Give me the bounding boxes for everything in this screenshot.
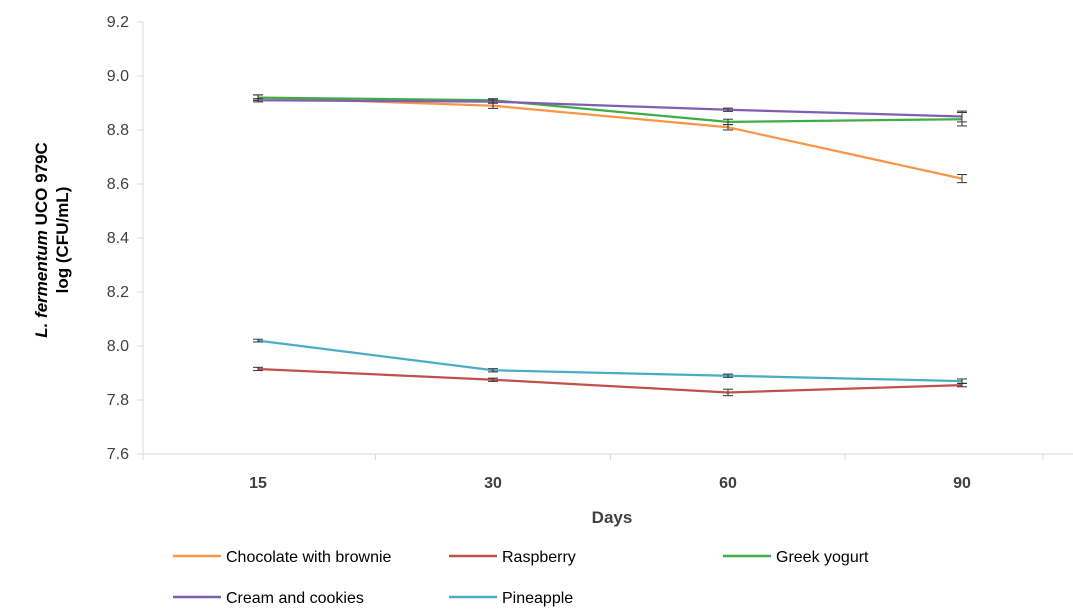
y-axis-title-line2: log (CFU/mL) (53, 187, 72, 294)
series-line (257, 367, 963, 394)
y-tick-label: 8.6 (107, 176, 129, 193)
series-line (257, 96, 963, 180)
x-axis: 15 30 60 90 (142, 453, 1073, 492)
series-layer (253, 94, 967, 397)
y-axis-title-line1: L. fermentum UCO 979C (32, 142, 51, 338)
x-tick-label: 90 (953, 475, 971, 492)
series-chocolate-with-brownie (253, 94, 967, 184)
series-cream-and-cookies (253, 98, 967, 123)
series-pineapple (253, 338, 967, 384)
y-tick-label: 8.0 (107, 338, 129, 355)
legend-item: Raspberry (449, 549, 576, 566)
series-line (257, 99, 963, 118)
y-tick-label: 8.8 (107, 122, 129, 139)
legend-item: Cream and cookies (173, 590, 364, 607)
x-tick-label: 30 (484, 475, 502, 492)
legend-label: Pineapple (502, 590, 573, 607)
y-tick-label: 9.2 (107, 14, 129, 31)
y-tick-label: 8.2 (107, 284, 129, 301)
y-axis-title-rest: UCO 979C (32, 142, 51, 230)
legend-item: Greek yogurt (723, 549, 869, 566)
legend-label: Greek yogurt (776, 549, 869, 566)
y-tick-label: 8.4 (107, 230, 129, 247)
series-greek-yogurt (253, 94, 967, 127)
x-tick-label: 15 (249, 475, 267, 492)
legend: Chocolate with brownie Raspberry Greek yog… (173, 549, 869, 607)
series-line (257, 96, 963, 124)
legend-item: Chocolate with brownie (173, 549, 392, 566)
x-axis-title: Days (592, 508, 633, 527)
legend-label: Chocolate with brownie (226, 549, 392, 566)
y-tick-label: 7.8 (107, 392, 129, 409)
y-tick-label: 9.0 (107, 68, 129, 85)
legend-label: Cream and cookies (226, 590, 364, 607)
x-tick-label: 60 (719, 475, 737, 492)
legend-label: Raspberry (502, 549, 576, 566)
y-axis-title-italic: L. fermentum (32, 230, 51, 338)
series-raspberry (253, 366, 967, 397)
legend-item: Pineapple (449, 590, 573, 607)
y-tick-label: 7.6 (107, 446, 129, 463)
series-line (257, 339, 963, 383)
y-axis: 7.6 7.8 8.0 8.2 8.4 8.6 8.8 9.0 9.2 (107, 14, 144, 463)
